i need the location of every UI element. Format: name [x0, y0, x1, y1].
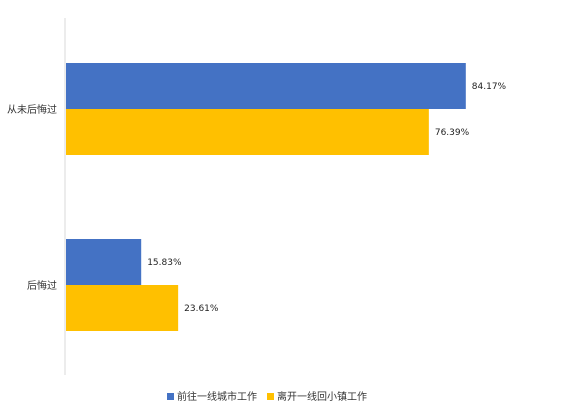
bar-small-town-1 — [66, 285, 179, 331]
bar-first-tier-city-0 — [66, 63, 466, 109]
legend-swatch — [167, 393, 174, 400]
data-label: 23.61% — [184, 304, 219, 314]
data-label: 84.17% — [472, 82, 507, 92]
legend: 前往一线城市工作 离开一线回小镇工作 — [167, 390, 367, 403]
bar-small-town-0 — [66, 109, 429, 155]
legend-label: 离开一线回小镇工作 — [277, 390, 367, 403]
category-label: 从未后悔过 — [7, 103, 57, 116]
bars-group — [66, 63, 466, 331]
data-label: 76.39% — [435, 128, 470, 138]
legend-label: 前往一线城市工作 — [177, 390, 257, 403]
data-label: 15.83% — [147, 258, 182, 268]
data-labels: 84.17% 76.39% 15.83% 23.61% — [147, 82, 506, 314]
bar-first-tier-city-1 — [66, 239, 142, 285]
legend-swatch — [267, 393, 274, 400]
category-label: 后悔过 — [27, 279, 57, 292]
